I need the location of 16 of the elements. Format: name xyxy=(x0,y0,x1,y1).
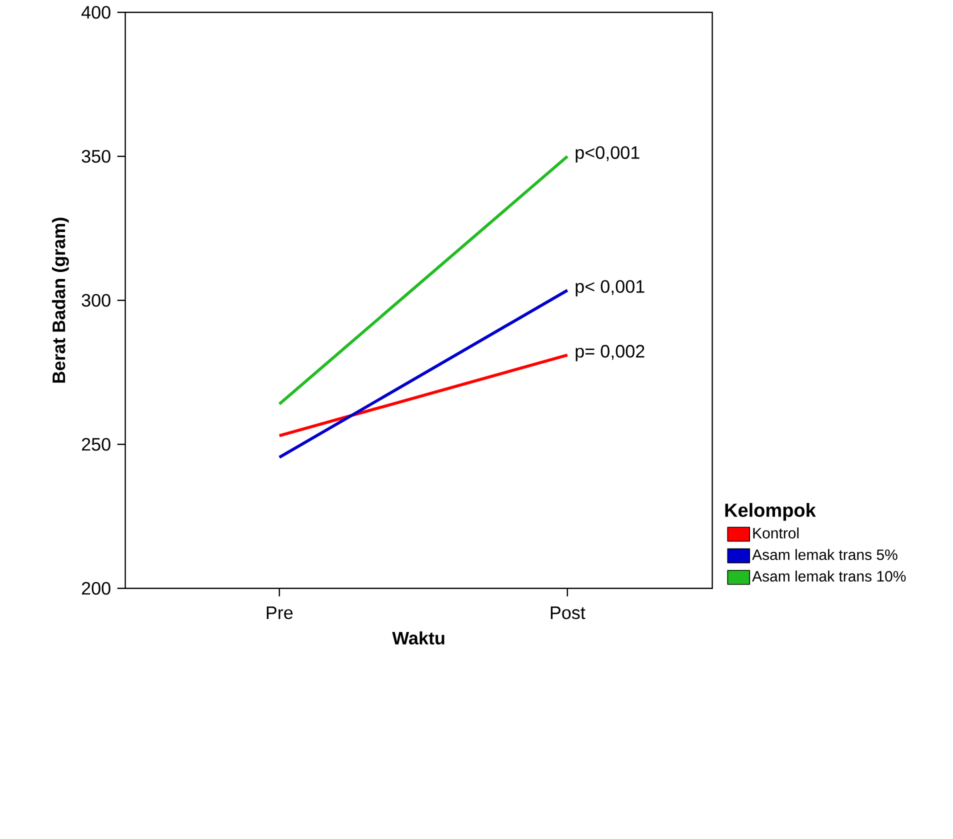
legend-title: Kelompok xyxy=(725,503,816,521)
y-tick-label: 200 xyxy=(82,582,110,595)
x-axis-title: Waktu xyxy=(392,631,444,645)
annotation: p= 0,002 xyxy=(576,344,644,362)
legend-label: Kontrol xyxy=(753,527,799,538)
y-tick-label: 250 xyxy=(82,438,110,451)
y-tick-label: 400 xyxy=(81,6,110,19)
x-tick-label: Post xyxy=(550,606,586,620)
y-tick-label: 300 xyxy=(82,294,110,307)
annotation: p< 0,001 xyxy=(576,280,644,296)
legend-label: Asam lemak trans 5% xyxy=(752,549,898,560)
x-tick-label: Pre xyxy=(266,606,293,620)
y-axis-title: Berat Badan (gram) xyxy=(52,218,69,383)
y-tick-label: 350 xyxy=(82,150,110,163)
annotation: p<0,001 xyxy=(576,146,640,163)
legend-label: Asam lemak trans 10% xyxy=(752,570,906,582)
